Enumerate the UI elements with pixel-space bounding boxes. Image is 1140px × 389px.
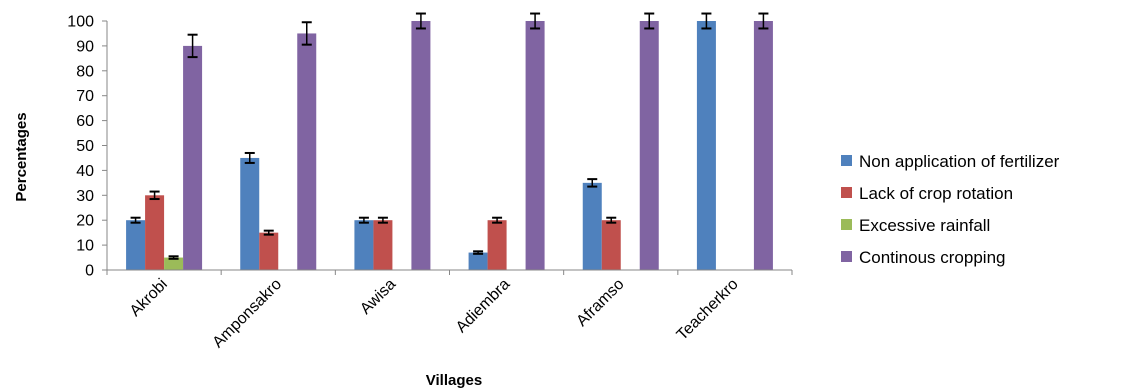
- bar: [696, 21, 716, 270]
- y-tick-label: 90: [76, 38, 94, 55]
- x-axis-ticks: Akrobi Amponsakro Awisa Adiembra Aframso Teac…: [106, 270, 793, 352]
- legend-swatch: [841, 251, 852, 262]
- bars: [126, 21, 773, 271]
- bar: [373, 220, 393, 270]
- bar: [601, 220, 621, 270]
- bar: [639, 21, 659, 270]
- bar: [468, 252, 488, 270]
- bar: [259, 232, 279, 270]
- x-axis-title: Villages: [426, 372, 482, 389]
- x-tick-label: Aframso: [573, 276, 627, 330]
- error-bar: [415, 12, 426, 30]
- y-tick-label: 10: [76, 238, 94, 255]
- bar: [145, 195, 165, 270]
- error-bar: [301, 21, 312, 46]
- bar: [753, 21, 773, 270]
- legend: Non application of fertilizer Lack of cro…: [841, 152, 1060, 267]
- y-tick-label: 40: [76, 163, 94, 180]
- error-bar: [701, 12, 712, 30]
- legend-label: Lack of crop rotation: [859, 184, 1013, 203]
- y-axis-ticks: 0 10 20 30 40 50 60 70 80 90 100: [67, 14, 107, 280]
- legend-item: Excessive rainfall: [841, 216, 990, 235]
- bar: [354, 220, 374, 270]
- error-bar: [358, 216, 369, 224]
- y-tick-label: 20: [76, 213, 94, 230]
- error-bar: [473, 250, 484, 255]
- error-bar: [168, 255, 179, 260]
- bar: [525, 21, 545, 270]
- legend-label: Continous cropping: [859, 248, 1005, 267]
- legend-swatch: [841, 219, 852, 230]
- y-tick-label: 100: [67, 14, 94, 31]
- legend-item: Lack of crop rotation: [841, 184, 1013, 203]
- legend-swatch: [841, 187, 852, 198]
- y-tick-label: 0: [85, 263, 94, 280]
- error-bars: [130, 12, 769, 260]
- error-bar: [587, 178, 598, 188]
- bar: [183, 45, 203, 271]
- error-bar: [606, 216, 617, 224]
- x-tick-label: Adiembra: [453, 276, 514, 337]
- y-axis-title: Percentages: [13, 112, 30, 201]
- bar: [411, 21, 431, 270]
- x-tick-label: Amponsakro: [210, 276, 286, 352]
- error-bar: [187, 33, 198, 59]
- x-tick-label: Teacherkro: [674, 276, 742, 344]
- bar: [297, 33, 317, 271]
- y-tick-label: 30: [76, 188, 94, 205]
- bar: [240, 157, 260, 270]
- y-tick-label: 70: [76, 88, 94, 105]
- error-bar: [149, 190, 160, 201]
- legend-item: Continous cropping: [841, 248, 1005, 267]
- x-tick-label: Awisa: [357, 276, 399, 318]
- error-bar: [263, 229, 274, 236]
- error-bar: [130, 216, 141, 224]
- error-bar: [758, 12, 769, 30]
- error-bar: [244, 151, 255, 164]
- bar: [164, 257, 184, 270]
- y-tick-label: 80: [76, 63, 94, 80]
- error-bar: [530, 12, 541, 30]
- legend-label: Non application of fertilizer: [859, 152, 1060, 171]
- error-bar: [492, 216, 503, 224]
- error-bar: [644, 12, 655, 30]
- legend-item: Non application of fertilizer: [841, 152, 1060, 171]
- y-tick-label: 60: [76, 113, 94, 130]
- error-bar: [377, 216, 388, 224]
- legend-label: Excessive rainfall: [859, 216, 990, 235]
- legend-swatch: [841, 155, 852, 166]
- bar: [487, 220, 507, 270]
- bar: [126, 220, 146, 270]
- x-tick-label: Akrobi: [127, 276, 171, 320]
- y-tick-label: 50: [76, 138, 94, 155]
- bar: [582, 182, 602, 270]
